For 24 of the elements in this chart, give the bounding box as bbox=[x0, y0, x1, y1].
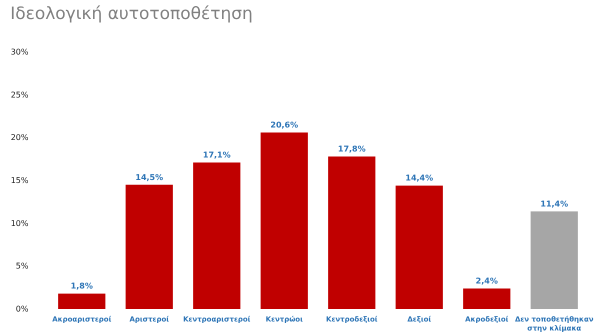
bar bbox=[328, 156, 376, 309]
data-label: 20,6% bbox=[270, 120, 298, 130]
y-tick-label: 15% bbox=[10, 176, 29, 185]
y-tick-label: 30% bbox=[10, 48, 29, 56]
y-tick-label: 0% bbox=[16, 304, 29, 314]
bar bbox=[126, 184, 173, 309]
bar bbox=[396, 186, 443, 309]
data-label: 17,8% bbox=[338, 144, 366, 154]
data-label: 17,1% bbox=[202, 150, 231, 160]
bar bbox=[530, 211, 578, 309]
y-tick-label: 10% bbox=[10, 218, 29, 228]
data-label: 1,8% bbox=[70, 282, 93, 291]
y-tick-label: 25% bbox=[10, 90, 29, 100]
y-tick-label: 5% bbox=[16, 262, 29, 271]
data-label: 14,4% bbox=[405, 174, 434, 183]
data-label: 2,4% bbox=[476, 276, 498, 286]
bar bbox=[58, 294, 106, 309]
bar bbox=[260, 132, 308, 309]
data-label: 14,5% bbox=[135, 172, 164, 182]
y-tick-label: 20% bbox=[10, 133, 29, 142]
chart-title: Ιδεολογική αυτοτοποθέτηση bbox=[10, 4, 253, 24]
bar bbox=[463, 288, 510, 309]
data-label: 11,4% bbox=[540, 199, 568, 208]
bar bbox=[193, 162, 240, 309]
